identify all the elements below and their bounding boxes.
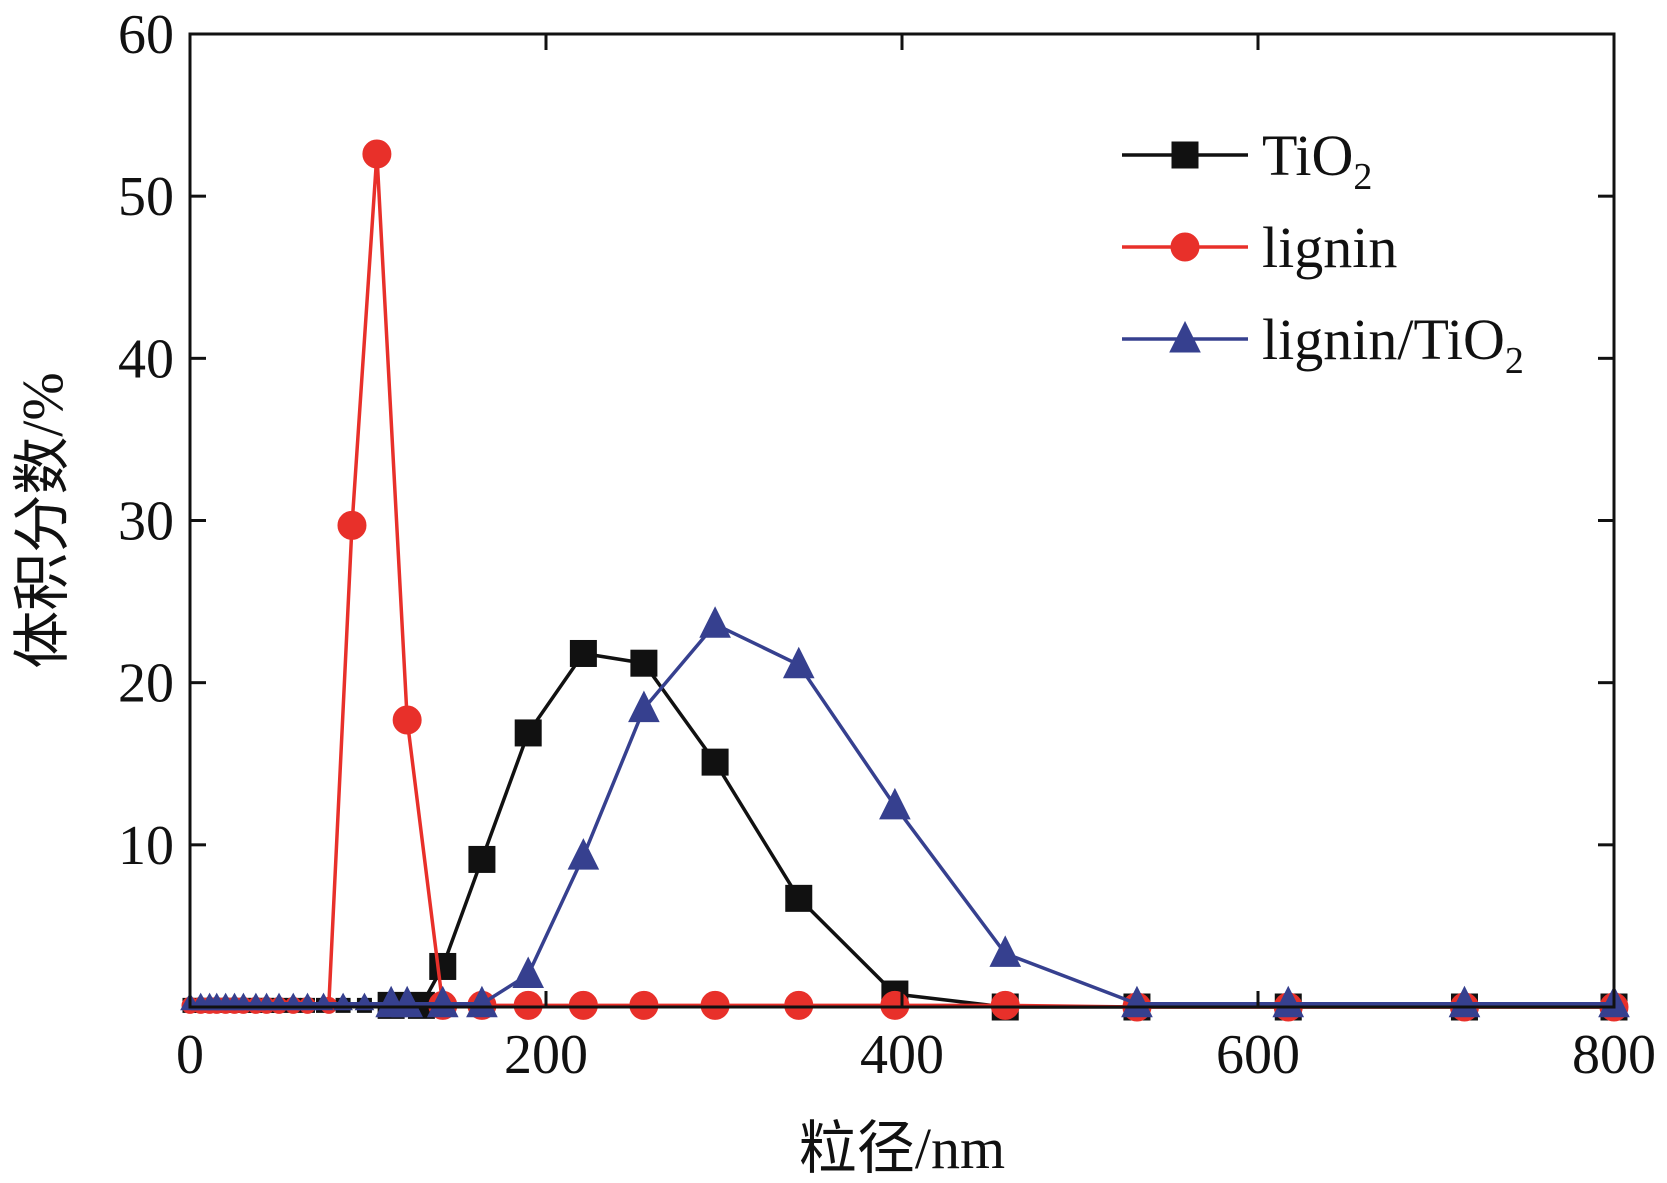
data-point-square	[569, 639, 597, 667]
legend-item: lignin	[1122, 215, 1397, 280]
x-tick-label: 0	[176, 1024, 204, 1086]
axes-layer: 0 200 400 600 800 10 20 30 40 50 60	[118, 4, 1656, 1086]
data-point-triangle	[1169, 320, 1201, 353]
data-point-triangle	[879, 787, 911, 820]
data-point-circle	[362, 139, 392, 169]
data-point-circle	[990, 990, 1020, 1020]
x-tick-label: 600	[1216, 1024, 1300, 1086]
data-point-circle	[880, 990, 910, 1020]
data-point-circle	[513, 990, 543, 1020]
plot-frame	[188, 32, 1616, 1009]
legend-label: lignin	[1262, 215, 1397, 280]
data-point-circle	[784, 990, 814, 1020]
data-point-triangle	[989, 935, 1022, 967]
data-point-triangle	[466, 985, 498, 1018]
data-point-triangle	[391, 985, 423, 1018]
data-point-square	[630, 649, 658, 677]
data-point-triangle	[1272, 985, 1305, 1018]
x-tick-label: 400	[860, 1024, 944, 1086]
x-tick-label: 200	[504, 1024, 588, 1086]
data-point-triangle	[426, 985, 459, 1018]
series-layer	[180, 139, 1630, 1022]
legend-item: lignin/TiO2	[1122, 307, 1524, 382]
series-tio2	[182, 639, 1628, 1021]
data-point-circle	[629, 990, 659, 1020]
y-tick-label: 10	[118, 815, 174, 877]
y-tick-label: 40	[118, 328, 174, 390]
legend: TiO2 lignin lignin/TiO2	[1122, 123, 1524, 382]
legend-label: TiO2	[1262, 123, 1372, 198]
data-point-triangle	[1121, 985, 1153, 1018]
data-point-circle	[337, 510, 367, 540]
y-tick-label: 30	[118, 491, 174, 553]
x-axis-title: 粒径/nm	[799, 1116, 1005, 1181]
data-point-square	[785, 884, 813, 912]
data-point-square	[514, 719, 542, 747]
series-line	[190, 152, 1614, 1009]
y-tick-label: 20	[118, 653, 174, 715]
data-point-triangle	[512, 956, 545, 989]
data-point-triangle	[567, 838, 600, 870]
legend-label: lignin/TiO2	[1262, 307, 1524, 382]
y-axis-title: 体积分数/%	[10, 372, 75, 668]
data-point-triangle	[782, 646, 815, 679]
data-point-circle	[1170, 232, 1200, 262]
data-point-circle	[568, 990, 598, 1020]
data-point-circle	[392, 705, 422, 735]
data-point-triangle	[628, 690, 660, 723]
y-tick-label: 50	[118, 166, 174, 228]
data-point-square	[1171, 141, 1199, 169]
data-point-square	[468, 845, 496, 873]
data-point-triangle	[699, 606, 731, 638]
data-point-square	[429, 952, 457, 980]
data-point-triangle	[1448, 985, 1481, 1018]
data-point-circle	[700, 990, 730, 1020]
series-lignin-tio2	[180, 606, 1630, 1018]
data-point-square	[701, 748, 729, 776]
legend-item: TiO2	[1122, 123, 1372, 198]
x-tick-label: 800	[1572, 1024, 1656, 1086]
y-tick-label: 60	[118, 4, 174, 66]
series-lignin	[181, 139, 1629, 1022]
